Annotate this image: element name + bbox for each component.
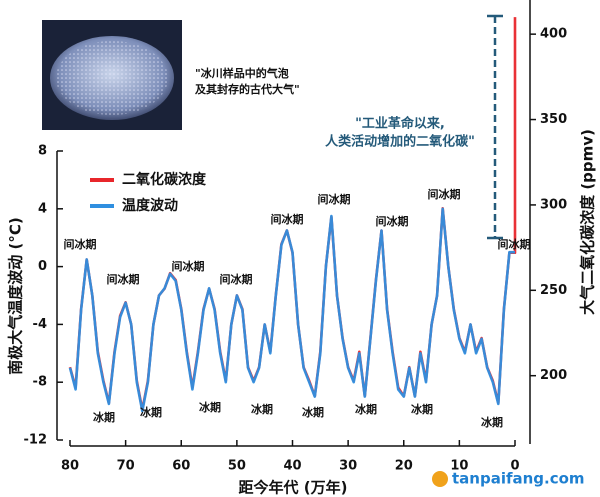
x-axis-label: 距今年代 (万年): [239, 479, 348, 497]
annotation: 冰期: [481, 415, 503, 429]
annotation: 冰期: [140, 405, 162, 419]
annotation: 冰期: [355, 402, 377, 416]
annotation: 间冰期: [220, 272, 253, 286]
x-tick-label: 60: [172, 459, 190, 474]
y2-tick-label: 350: [540, 112, 567, 127]
x-tick-label: 0: [510, 459, 519, 474]
annotation: 间冰期: [271, 212, 304, 226]
y-tick-label: 4: [38, 201, 47, 216]
annotation: 间冰期: [498, 237, 531, 251]
y-tick-label: -8: [33, 375, 47, 390]
y-axis-label: 南极大气温度波动 (°C): [7, 217, 25, 374]
bracket: [487, 14, 503, 240]
y2-tick-label: 300: [540, 197, 567, 212]
y2-tick-label: 400: [540, 27, 567, 42]
x-tick-label: 50: [228, 459, 246, 474]
y2-axis-label: 大气二氧化碳浓度 (ppmv): [579, 129, 597, 315]
annotation: 间冰期: [64, 237, 97, 251]
annotation: 间冰期: [172, 259, 205, 273]
x-tick-label: 10: [450, 459, 468, 474]
photo-caption: 及其封存的古代大气": [195, 82, 300, 96]
legend-label: 温度波动: [122, 197, 178, 214]
series-line: [68, 207, 515, 413]
annotation: 间冰期: [318, 192, 351, 206]
legend-label: 二氧化碳浓度: [122, 171, 207, 188]
photo-caption: "冰川样品中的气泡: [195, 66, 289, 80]
y-tick-label: -12: [24, 433, 48, 448]
callout: 人类活动增加的二氧化碳": [325, 134, 475, 150]
annotation: 间冰期: [376, 214, 409, 228]
annotation: 冰期: [302, 405, 324, 419]
annotation: 间冰期: [107, 272, 140, 286]
annotation: 冰期: [93, 410, 115, 424]
y-tick-label: 0: [38, 259, 47, 274]
x-tick-label: 70: [117, 459, 135, 474]
y-tick-label: 8: [38, 144, 47, 159]
x-tick-label: 40: [283, 459, 301, 474]
watermark-text: tanpaifang.com: [452, 470, 585, 488]
annotation: 冰期: [251, 402, 273, 416]
callout: "工业革命以来,: [355, 116, 445, 132]
y-tick-label: -4: [33, 317, 47, 332]
annotation: 冰期: [411, 402, 433, 416]
watermark: tanpaifang.com: [432, 470, 585, 488]
photo: [42, 20, 182, 130]
x-tick-label: 20: [395, 459, 413, 474]
annotation: 间冰期: [428, 187, 461, 201]
annotation: 冰期: [199, 400, 221, 414]
x-tick-label: 30: [339, 459, 357, 474]
x-tick-label: 80: [61, 459, 79, 474]
y2-tick-label: 250: [540, 283, 567, 298]
y2-tick-label: 200: [540, 368, 567, 383]
